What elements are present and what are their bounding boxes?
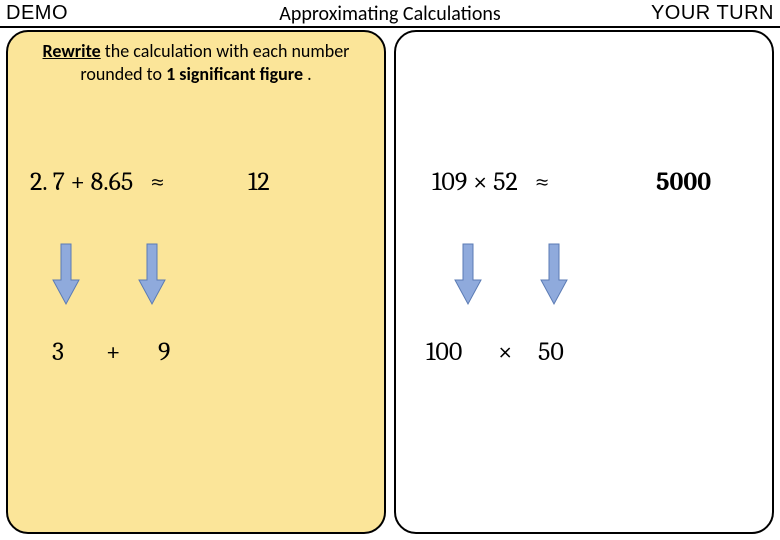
down-arrow-icon bbox=[454, 242, 482, 306]
down-arrow-icon bbox=[540, 242, 568, 306]
yt-rounded-op: × bbox=[498, 337, 512, 367]
yt-original-expression: 109 × 52 ≈ bbox=[432, 167, 549, 197]
yt-rounded-b: 50 bbox=[538, 337, 564, 367]
demo-original-expression: 2. 7 + 8.65 ≈ bbox=[30, 167, 165, 197]
page-title: Approximating Calculations bbox=[279, 2, 500, 26]
demo-panel: Rewrite the calculation with each number… bbox=[6, 30, 386, 534]
down-arrow-icon bbox=[138, 242, 166, 306]
down-arrow-icon bbox=[52, 242, 80, 306]
demo-rounded-a: 3 bbox=[52, 337, 64, 367]
header-left-label: DEMO bbox=[6, 2, 68, 25]
demo-rounded-b: 9 bbox=[158, 337, 170, 367]
demo-answer: 12 bbox=[248, 167, 270, 197]
yt-answer: 5000 bbox=[656, 167, 711, 197]
instruction-bold: 1 significant figure bbox=[166, 63, 303, 85]
yt-rounded-a: 100 bbox=[426, 337, 462, 367]
header-right-label: YOUR TURN bbox=[651, 2, 774, 25]
yourturn-panel: 109 × 52 ≈ 5000 100 × 50 bbox=[394, 30, 774, 534]
yt-op: × bbox=[473, 167, 487, 197]
yt-a: 109 bbox=[432, 167, 467, 197]
demo-op: + bbox=[71, 167, 85, 197]
instruction-text: Rewrite the calculation with each number… bbox=[26, 40, 366, 85]
yt-b: 52 bbox=[493, 167, 518, 197]
instruction-trail: . bbox=[303, 63, 312, 85]
demo-a: 2. 7 bbox=[30, 167, 65, 197]
header-bar: DEMO Approximating Calculations YOUR TUR… bbox=[0, 0, 780, 28]
demo-approx: ≈ bbox=[150, 167, 164, 197]
demo-b: 8.65 bbox=[91, 167, 134, 197]
yt-approx: ≈ bbox=[535, 167, 549, 197]
demo-rounded-op: + bbox=[106, 337, 120, 367]
instruction-lead: Rewrite bbox=[43, 40, 101, 62]
panel-container: Rewrite the calculation with each number… bbox=[6, 30, 774, 534]
